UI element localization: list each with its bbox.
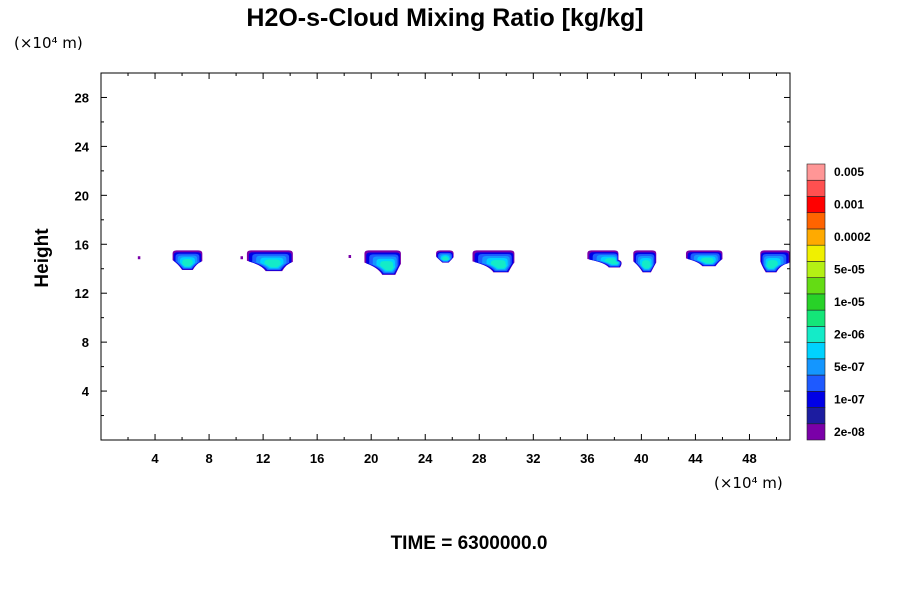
chart-title: H2O-s-Cloud Mixing Ratio [kg/kg] [246,4,643,32]
cloud-cell [472,250,515,273]
colorbar-label: 0.0002 [834,230,871,244]
x-tick-label: 24 [418,451,433,466]
colorbar-swatch [806,228,826,246]
colorbar-swatch [806,423,826,441]
colorbar-label: 2e-06 [834,327,865,341]
x-axis-unit: (×10⁴ m) [714,474,783,492]
cloud-speck [348,255,352,258]
cloud-speck [240,256,244,260]
y-tick-label: 4 [82,384,90,399]
cloud-contours [137,250,790,275]
x-tick-label: 20 [364,451,378,466]
colorbar-swatch [806,326,826,343]
x-tick-label: 28 [472,451,486,466]
colorbar-label: 0.001 [834,198,864,212]
plot-area [100,72,791,441]
cloud-contour-band [604,258,619,265]
colorbar-swatch [806,244,826,262]
cloud-cell [436,250,454,263]
cloud-contour-band [264,259,281,268]
cloud-cell [172,250,203,270]
colorbar-swatch [806,390,826,408]
y-tick-label: 16 [75,237,89,252]
cloud-cell [364,250,401,275]
cloud-contour-band [700,257,715,264]
x-tick-label: 48 [742,451,756,466]
colorbar-label: 0.005 [834,165,864,179]
y-tick-label: 8 [82,335,89,350]
y-axis-label: Height [32,228,53,288]
plot-frame [100,72,791,441]
colorbar-swatch [806,309,826,327]
y-tick-labels: 4 8 12 16 20 24 28 [75,90,90,399]
cloud-contour-band [441,256,450,261]
cloud-speck [137,256,141,260]
x-tick-label: 36 [580,451,594,466]
axis-ticks [101,73,790,440]
y-tick-label: 20 [75,188,89,203]
y-axis-unit: (×10⁴ m) [14,34,83,52]
y-tick-label: 12 [75,286,89,301]
colorbar-label: 5e-05 [834,263,865,277]
colorbar-swatch [806,212,826,230]
colorbar-label: 2e-08 [834,425,865,439]
x-tick-label: 40 [634,451,648,466]
colorbar-swatch [806,261,826,278]
colorbar-swatch [806,374,826,392]
colorbar-swatch [806,277,826,295]
cloud-contour-band [641,260,651,269]
colorbar-swatch [806,358,826,376]
x-tick-label: 4 [151,451,159,466]
cloud-cell [246,250,293,272]
cloud-contour-band [490,260,507,269]
cloud-contour-band [380,261,394,271]
y-tick-label: 28 [75,90,89,105]
cloud-contour-band [182,259,193,267]
colorbar: 2e-08 1e-07 5e-07 2e-06 1e-05 5e-05 0.0002 0.00… [806,163,871,441]
cloud-cell [685,250,723,267]
colorbar-swatch [806,342,826,360]
colorbar-swatch [806,407,826,425]
y-tick-label: 24 [75,139,90,154]
x-tick-label: 44 [688,451,703,466]
x-tick-label: 16 [310,451,324,466]
colorbar-swatch [806,196,826,214]
x-tick-label: 8 [205,451,212,466]
cloud-cell [760,250,790,273]
x-tick-label: 12 [256,451,270,466]
x-tick-labels: 4 8 12 16 20 24 28 32 36 40 44 48 [151,451,756,466]
colorbar-label: 5e-07 [834,360,865,374]
colorbar-swatch [806,293,826,311]
colorbar-swatch [806,163,826,181]
cloud-cell [587,250,622,268]
x-tick-label: 32 [526,451,540,466]
cloud-cell [633,250,657,273]
colorbar-label: 1e-05 [834,295,865,309]
colorbar-label: 1e-07 [834,392,865,406]
colorbar-swatch [806,179,826,197]
cloud-contour-band [766,260,778,269]
time-label: TIME = 6300000.0 [391,533,548,554]
